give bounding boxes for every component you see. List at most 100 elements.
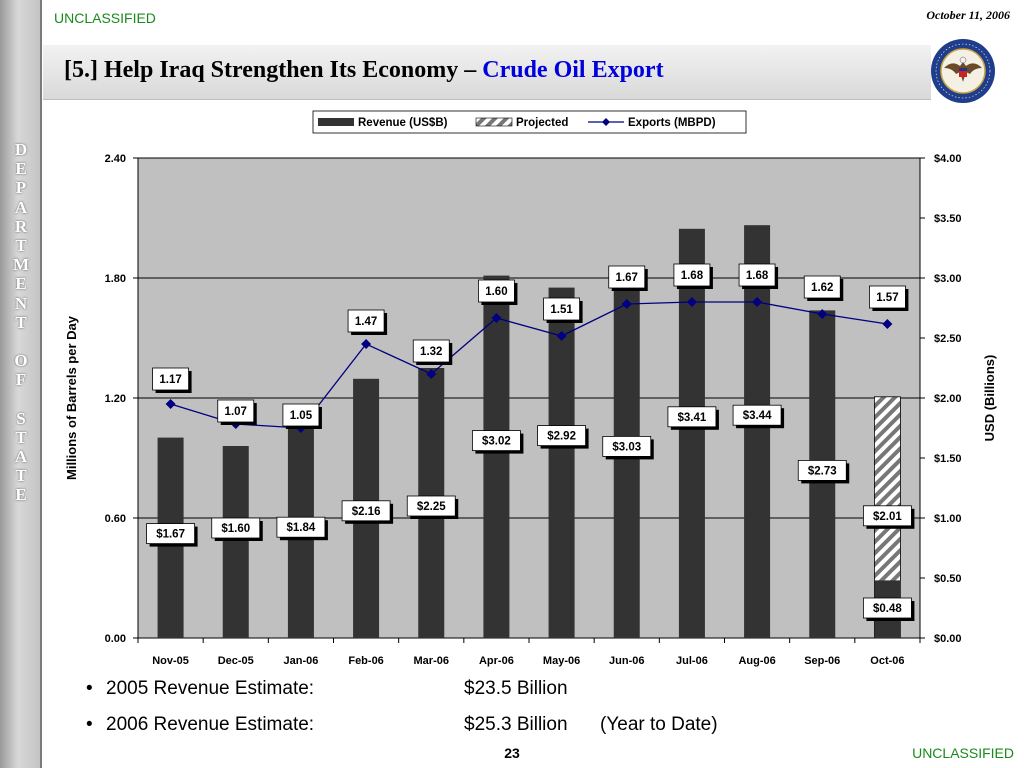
legend-swatch-revenue [318, 118, 354, 126]
exports-data-label: 1.05 [290, 410, 313, 422]
bullet-label: 2005 Revenue Estimate: [106, 678, 315, 699]
y-tick-label: 0.00 [105, 633, 126, 645]
sidebar-letter: E [15, 485, 27, 505]
classification-top: UNCLASSIFIED [54, 10, 156, 26]
legend-swatch-exports-marker [602, 118, 610, 126]
exports-point [556, 331, 567, 341]
revenue-data-label-box [797, 459, 847, 481]
exports-data-label-box [478, 279, 515, 303]
slide-title: [5.] Help Iraq Strengthen Its Economy – … [64, 57, 664, 84]
sidebar-letter: A [14, 447, 28, 466]
x-tick-label: Jan-06 [283, 655, 318, 667]
slide-date: October 11, 2006 [926, 8, 1010, 22]
exports-point [686, 297, 697, 307]
exports-data-label: 1.68 [681, 270, 704, 282]
revenue-data-label: $3.02 [482, 436, 511, 448]
exports-point [621, 299, 632, 309]
crude-oil-export-chart: 0.00 0.60 1.20 1.80 2.40 $0.00 $0.50 $1.00 $1.50… [64, 110, 997, 667]
title-band [43, 45, 931, 100]
revenue-data-label: $3.03 [612, 441, 641, 453]
y-tick-label: 0.60 [105, 513, 126, 525]
revenue-data-label: $0.48 [873, 603, 902, 615]
sidebar-letter: E [15, 274, 27, 294]
revenue-data-label: $3.41 [678, 412, 707, 424]
exports-point [817, 309, 828, 319]
bullet-value: $23.5 Billion [464, 678, 568, 699]
y-right-axis-label: USD (Billions) [982, 355, 997, 442]
legend-label-projected: Projected [516, 117, 568, 129]
revenue-data-label: $3.44 [743, 410, 772, 422]
exports-data-label: 1.67 [616, 272, 638, 284]
sidebar-letter: A [14, 197, 28, 217]
x-tick-label: Apr-06 [479, 655, 514, 667]
revenue-data-label: $1.67 [156, 529, 185, 541]
x-tick-label: Feb-06 [348, 655, 383, 667]
y-right-tick-label: $2.00 [934, 393, 962, 405]
exports-data-label: 1.07 [225, 406, 247, 418]
legend-label-exports: Exports (MBPD) [628, 117, 716, 129]
revenue-bar [744, 225, 771, 638]
title-main: [5.] Help Iraq Strengthen Its Economy – [64, 57, 483, 83]
exports-data-label-box [869, 285, 906, 309]
revenue-data-label-box [276, 516, 326, 538]
revenue-bar [678, 228, 705, 639]
bullet-value: $25.3 Billion [464, 714, 568, 735]
sidebar-letter: T [15, 312, 27, 332]
legend-swatch-projected [475, 117, 513, 127]
x-tick-label: Mar-06 [414, 655, 449, 667]
sidebar-letter: M [12, 255, 30, 275]
sidebar-letter: S [16, 408, 26, 428]
projected-data-label-box [863, 505, 912, 527]
legend-box [312, 110, 747, 134]
revenue-data-label: $1.60 [221, 523, 250, 535]
revenue-bar [548, 287, 575, 638]
exports-point [752, 297, 763, 307]
classification-bottom: UNCLASSIFIED [912, 745, 1014, 761]
exports-data-label: 1.68 [746, 270, 769, 282]
revenue-bar [483, 275, 510, 638]
revenue-bar [222, 446, 249, 638]
exports-point [882, 319, 893, 329]
exports-data-label-box [347, 309, 385, 333]
page-number: 23 [504, 745, 520, 761]
y-tick-label: 1.80 [105, 273, 126, 285]
revenue-data-label-box [732, 404, 782, 426]
revenue-data-label: $1.84 [287, 522, 316, 534]
bullet-label: 2006 Revenue Estimate: [106, 714, 315, 735]
x-tick-label: Nov-05 [152, 655, 189, 667]
sidebar-letter: D [14, 140, 28, 159]
exports-data-label-box [673, 263, 711, 287]
exports-point [426, 369, 437, 379]
revenue-data-label-box [863, 597, 912, 619]
y-right-tick-label: $0.50 [934, 573, 962, 585]
y-tick-label: 2.40 [105, 153, 126, 165]
exports-data-label: 1.60 [485, 286, 507, 298]
exports-data-label-box [217, 399, 255, 423]
y-right-tick-label: $3.00 [934, 273, 962, 285]
y-right-tick-label: $3.50 [934, 213, 962, 225]
revenue-data-label: $2.73 [808, 465, 837, 477]
sidebar-letter: R [14, 216, 28, 236]
revenue-data-label-box [341, 500, 391, 522]
exports-data-label: 1.57 [876, 292, 898, 304]
y-right-tick-label: $2.50 [934, 333, 962, 345]
exports-data-label-box [543, 297, 580, 321]
sidebar-letter: F [15, 370, 27, 390]
x-tick-label: Oct-06 [870, 655, 904, 667]
x-tick-label: Jul-06 [676, 655, 708, 667]
sidebar-letter: N [14, 293, 28, 313]
x-tick-label: Jun-06 [609, 655, 644, 667]
sidebar-letter: T [15, 427, 27, 447]
sidebar-letter: E [15, 159, 27, 179]
revenue-data-label: $2.92 [547, 431, 576, 443]
legend-label-revenue: Revenue (US$B) [358, 117, 448, 129]
exports-data-label: 1.51 [550, 304, 573, 316]
revenue-data-label-box [537, 425, 586, 447]
exports-data-label: 1.17 [159, 374, 181, 386]
title-accent: Crude Oil Export [482, 57, 664, 83]
y-right-tick-label: $0.00 [934, 633, 962, 645]
exports-point [361, 339, 372, 349]
y-right-tick-label: $1.00 [934, 513, 962, 525]
